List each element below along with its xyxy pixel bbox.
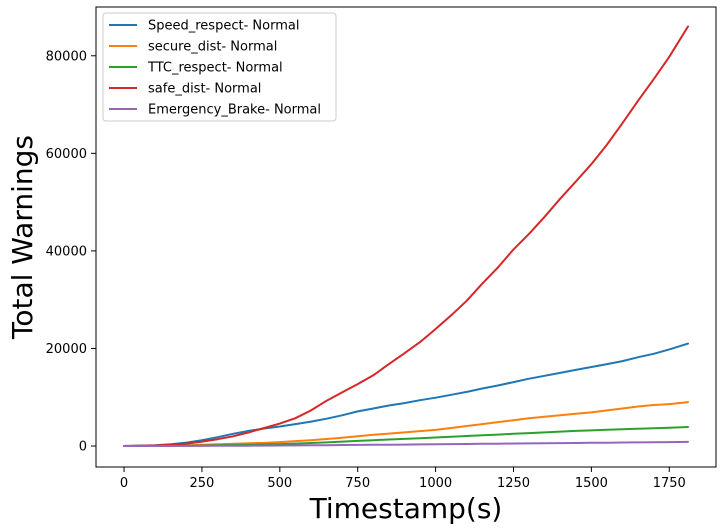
x-axis-ticks: 0 250 500 750 1000 1250 1500 1750 bbox=[120, 467, 686, 491]
y-tick-label: 40000 bbox=[46, 244, 87, 259]
x-tick-label: 750 bbox=[345, 476, 370, 491]
y-axis-ticks: 0 20000 40000 60000 80000 bbox=[46, 49, 96, 455]
legend-label: Emergency_Brake- Normal bbox=[148, 103, 321, 118]
x-tick-label: 1250 bbox=[497, 476, 530, 491]
y-tick-label: 80000 bbox=[46, 49, 87, 64]
x-axis-title: Timestamp(s) bbox=[309, 492, 503, 525]
x-tick-label: 500 bbox=[267, 476, 292, 491]
y-tick-label: 60000 bbox=[46, 147, 87, 162]
y-tick-label: 0 bbox=[79, 440, 87, 455]
series-line-2 bbox=[123, 401, 689, 447]
legend-label: secure_dist- Normal bbox=[148, 40, 277, 55]
y-axis-title: Total Warnings bbox=[6, 135, 39, 340]
x-tick-label: 0 bbox=[120, 476, 128, 491]
legend: Speed_respect- Normal secure_dist- Normal… bbox=[102, 12, 337, 122]
series-line-4 bbox=[123, 25, 689, 447]
x-tick-label: 250 bbox=[190, 476, 215, 491]
legend-label: safe_dist- Normal bbox=[148, 82, 261, 97]
y-tick-label: 20000 bbox=[46, 342, 87, 357]
legend-box bbox=[102, 12, 337, 122]
legend-label: Speed_respect- Normal bbox=[148, 19, 299, 34]
x-tick-label: 1750 bbox=[653, 476, 686, 491]
series-line-1 bbox=[123, 342, 689, 447]
x-tick-label: 1500 bbox=[575, 476, 608, 491]
series-line-5 bbox=[123, 440, 689, 447]
series-layer bbox=[123, 25, 689, 447]
legend-label: TTC_respect- Normal bbox=[147, 61, 283, 76]
x-tick-label: 1000 bbox=[419, 476, 452, 491]
